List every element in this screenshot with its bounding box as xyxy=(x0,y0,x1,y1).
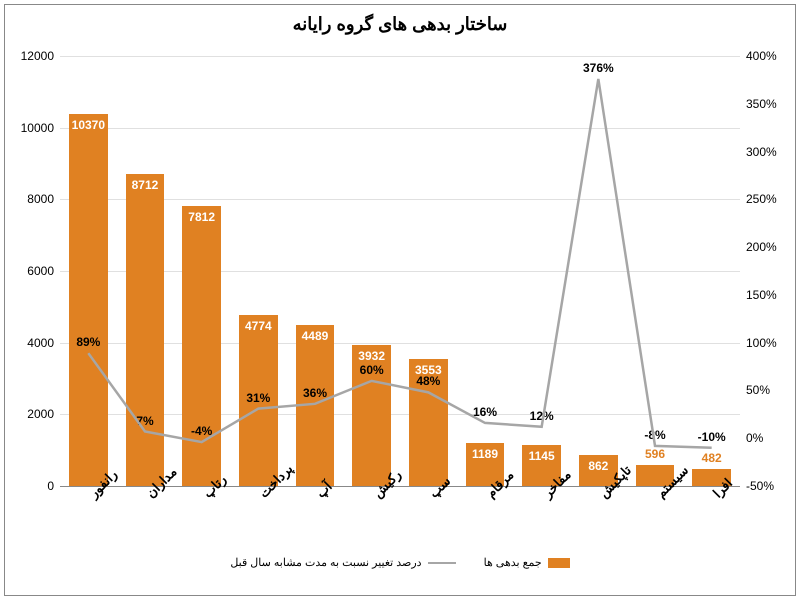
chart-title: ساختار بدهی های گروه رایانه xyxy=(0,14,800,35)
y-right-tick: 400% xyxy=(740,49,777,63)
y-right-tick: 250% xyxy=(740,192,777,206)
y-left-tick: 2000 xyxy=(27,407,60,421)
y-right-tick: 50% xyxy=(740,383,770,397)
pct-line xyxy=(60,56,740,486)
y-left-tick: 8000 xyxy=(27,192,60,206)
y-left-tick: 4000 xyxy=(27,336,60,350)
legend-line-swatch xyxy=(428,562,456,564)
legend-bar-swatch xyxy=(548,558,570,568)
legend-bar-label: جمع بدهی ها xyxy=(484,556,542,569)
y-left-tick: 0 xyxy=(47,479,60,493)
y-right-tick: 300% xyxy=(740,145,777,159)
y-left-tick: 6000 xyxy=(27,264,60,278)
plot-area: 020004000600080001000012000-50%0%50%100%… xyxy=(60,56,740,486)
y-right-tick: 100% xyxy=(740,336,777,350)
y-right-tick: 150% xyxy=(740,288,777,302)
legend-bar: جمع بدهی ها xyxy=(484,556,570,569)
legend-line-label: درصد تغییر نسبت به مدت مشابه سال قبل xyxy=(230,556,421,569)
legend: جمع بدهی ها درصد تغییر نسبت به مدت مشابه… xyxy=(0,556,800,569)
y-right-tick: -50% xyxy=(740,479,774,493)
y-right-tick: 350% xyxy=(740,97,777,111)
legend-line: درصد تغییر نسبت به مدت مشابه سال قبل xyxy=(230,556,455,569)
y-right-tick: 0% xyxy=(740,431,763,445)
y-left-tick: 12000 xyxy=(21,49,60,63)
y-left-tick: 10000 xyxy=(21,121,60,135)
y-right-tick: 200% xyxy=(740,240,777,254)
